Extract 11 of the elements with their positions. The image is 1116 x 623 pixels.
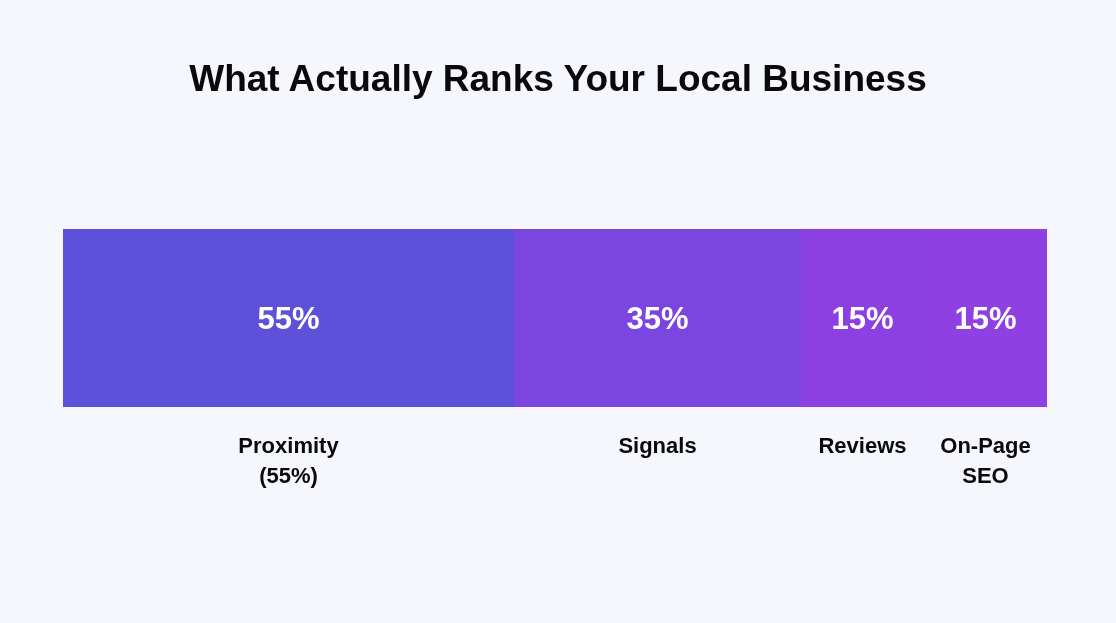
data-label: 55% bbox=[257, 301, 320, 336]
bar bbox=[63, 229, 514, 407]
series-label: Proximity (55%) bbox=[238, 433, 340, 488]
bar bbox=[514, 229, 801, 407]
data-label: 15% bbox=[831, 301, 894, 336]
series-label: Reviews bbox=[818, 433, 907, 458]
data-label: 15% bbox=[954, 301, 1017, 336]
chart-title: What Actually Ranks Your Local Business bbox=[189, 58, 927, 99]
data-label: 35% bbox=[626, 301, 689, 336]
series-label: Signals bbox=[618, 433, 697, 458]
series-label: On-Page SEO bbox=[940, 433, 1031, 488]
